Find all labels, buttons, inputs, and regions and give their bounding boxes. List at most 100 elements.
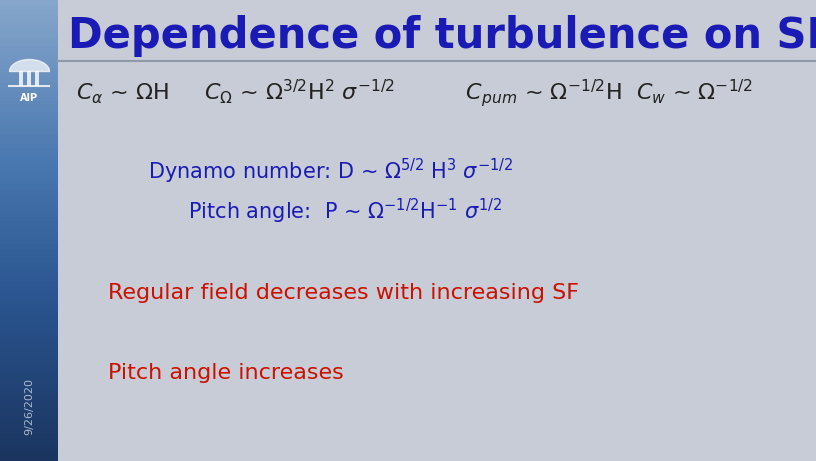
- Bar: [19, 71, 23, 86]
- Bar: [0, 151, 58, 157]
- Bar: [0, 230, 58, 235]
- Bar: [0, 409, 58, 415]
- Bar: [27, 71, 31, 86]
- Bar: [0, 322, 58, 327]
- Bar: [0, 13, 58, 18]
- Bar: [0, 451, 58, 456]
- Bar: [0, 188, 58, 194]
- Bar: [0, 313, 58, 318]
- Bar: [0, 442, 58, 447]
- Bar: [0, 8, 58, 14]
- Bar: [0, 105, 58, 111]
- Bar: [0, 299, 58, 304]
- Bar: [0, 455, 58, 461]
- Bar: [0, 77, 58, 83]
- Bar: [0, 303, 58, 309]
- Bar: [0, 248, 58, 254]
- Bar: [0, 119, 58, 124]
- Bar: [0, 331, 58, 337]
- Bar: [0, 428, 58, 433]
- Bar: [0, 308, 58, 313]
- Bar: [0, 382, 58, 387]
- Text: Regular field decreases with increasing SF: Regular field decreases with increasing …: [108, 283, 579, 303]
- Bar: [0, 156, 58, 161]
- Bar: [0, 368, 58, 373]
- Bar: [0, 197, 58, 203]
- Bar: [0, 262, 58, 267]
- Text: Dependence of turbulence on SN-rate: Dependence of turbulence on SN-rate: [68, 15, 816, 57]
- Bar: [0, 423, 58, 429]
- Bar: [0, 133, 58, 138]
- Text: Dynamo number: D ~ $\Omega^{5/2}$ H$^3$ $\sigma^{-1/2}$: Dynamo number: D ~ $\Omega^{5/2}$ H$^3$ …: [148, 156, 513, 186]
- Bar: [0, 336, 58, 341]
- Bar: [0, 225, 58, 230]
- Bar: [0, 128, 58, 134]
- Bar: [0, 280, 58, 286]
- Bar: [0, 170, 58, 175]
- Text: AIP: AIP: [20, 93, 38, 103]
- Bar: [0, 400, 58, 406]
- Bar: [0, 87, 58, 92]
- Bar: [0, 22, 58, 28]
- Bar: [0, 285, 58, 290]
- Bar: [0, 160, 58, 166]
- Bar: [0, 271, 58, 277]
- Bar: [0, 41, 58, 46]
- Bar: [0, 432, 58, 438]
- Bar: [0, 377, 58, 383]
- Bar: [0, 340, 58, 346]
- Bar: [0, 349, 58, 355]
- Bar: [0, 68, 58, 74]
- Bar: [0, 396, 58, 401]
- Bar: [0, 243, 58, 249]
- Bar: [35, 71, 39, 86]
- Bar: [0, 18, 58, 23]
- Bar: [0, 266, 58, 272]
- Bar: [0, 253, 58, 258]
- Bar: [0, 405, 58, 410]
- Bar: [0, 165, 58, 171]
- Bar: [0, 91, 58, 97]
- Bar: [0, 294, 58, 300]
- Bar: [0, 100, 58, 106]
- Bar: [0, 216, 58, 221]
- Bar: [0, 114, 58, 120]
- Bar: [0, 326, 58, 332]
- Bar: [0, 276, 58, 281]
- Bar: [0, 372, 58, 378]
- Bar: [0, 386, 58, 392]
- Text: $C_{\alpha}$ ~ $\Omega$H     $C_{\Omega}$ ~ $\Omega^{3/2}$H$^{2}$ $\sigma^{-1/2}: $C_{\alpha}$ ~ $\Omega$H $C_{\Omega}$ ~ …: [76, 77, 753, 109]
- Bar: [0, 124, 58, 129]
- Bar: [0, 82, 58, 88]
- Bar: [0, 0, 58, 5]
- Bar: [0, 45, 58, 51]
- Bar: [0, 211, 58, 217]
- Text: Pitch angle increases: Pitch angle increases: [108, 363, 344, 383]
- Bar: [0, 207, 58, 212]
- Bar: [0, 193, 58, 198]
- Bar: [0, 419, 58, 424]
- Bar: [0, 147, 58, 152]
- Bar: [0, 234, 58, 240]
- Bar: [0, 54, 58, 60]
- Bar: [0, 257, 58, 263]
- Bar: [0, 446, 58, 452]
- Text: Pitch angle:  P ~ $\Omega^{-1/2}$H$^{-1}$ $\sigma^{1/2}$: Pitch angle: P ~ $\Omega^{-1/2}$H$^{-1}$…: [188, 196, 502, 225]
- Bar: [0, 290, 58, 295]
- Bar: [0, 179, 58, 184]
- Bar: [0, 202, 58, 207]
- Bar: [0, 96, 58, 101]
- Bar: [0, 354, 58, 360]
- Bar: [0, 64, 58, 69]
- Bar: [0, 142, 58, 148]
- Bar: [0, 183, 58, 189]
- Bar: [0, 220, 58, 226]
- Bar: [0, 50, 58, 55]
- Bar: [0, 414, 58, 420]
- Bar: [0, 437, 58, 443]
- Bar: [0, 363, 58, 369]
- Bar: [0, 59, 58, 65]
- Bar: [0, 31, 58, 37]
- Bar: [0, 36, 58, 41]
- Bar: [0, 137, 58, 143]
